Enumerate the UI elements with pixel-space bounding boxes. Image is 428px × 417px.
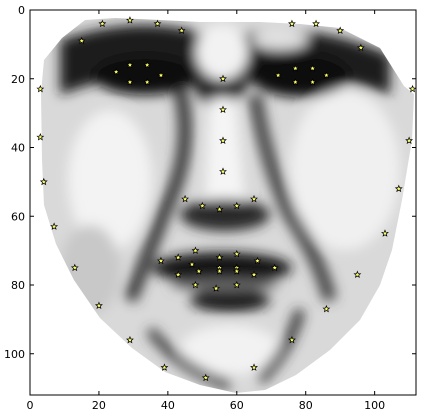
- landmark-point-47: [157, 256, 165, 265]
- landmark-point-44: [215, 205, 224, 213]
- landmark-point-29: [157, 71, 165, 79]
- landmark-point-59: [188, 260, 196, 268]
- landmark-point-38: [219, 74, 227, 83]
- landmark-point-43: [198, 201, 207, 210]
- x-tick-label: 20: [92, 399, 106, 412]
- landmark-point-7: [160, 363, 169, 371]
- landmark-point-57: [191, 280, 200, 289]
- landmark-point-37: [291, 78, 300, 86]
- landmark-point-31: [126, 78, 134, 86]
- landmark-point-62: [194, 267, 203, 275]
- landmark-point-46: [250, 194, 258, 203]
- landmark-point-16: [408, 84, 416, 93]
- landmark-point-36: [308, 78, 317, 86]
- landmark-point-3: [50, 222, 59, 230]
- landmark-point-52: [253, 256, 262, 265]
- landmark-point-0: [36, 84, 45, 93]
- landmark-point-64: [232, 267, 241, 275]
- landmark-point-58: [174, 270, 183, 279]
- landmark-point-24: [336, 26, 345, 34]
- landmark-point-8: [201, 373, 210, 382]
- landmark-point-53: [270, 263, 279, 272]
- landmark-point-12: [353, 270, 362, 279]
- y-tick-label: 0: [18, 4, 25, 17]
- landmark-point-18: [98, 19, 107, 28]
- landmark-point-1: [36, 133, 45, 141]
- landmark-point-21: [177, 26, 186, 34]
- landmark-point-55: [232, 280, 241, 289]
- x-tick-label: 60: [230, 399, 244, 412]
- landmark-point-34: [308, 64, 317, 72]
- face-image: [41, 18, 414, 393]
- x-tick-label: 80: [299, 399, 313, 412]
- landmark-point-30: [143, 78, 152, 86]
- x-tick-label: 100: [364, 399, 385, 412]
- landmark-point-45: [232, 201, 241, 210]
- landmark-point-56: [212, 284, 221, 292]
- landmark-point-48: [174, 253, 183, 261]
- landmark-point-33: [291, 64, 300, 72]
- landmark-point-27: [125, 60, 134, 69]
- landmark-point-9: [250, 363, 258, 371]
- landmark-point-23: [312, 19, 321, 28]
- landmark-point-35: [322, 71, 331, 79]
- axes-frame: [29, 9, 417, 396]
- landmark-point-25: [356, 43, 365, 52]
- y-tick-label: 40: [11, 142, 25, 155]
- x-tick-label: 40: [161, 399, 175, 412]
- landmark-point-20: [153, 19, 162, 28]
- landmark-point-2: [39, 177, 48, 186]
- landmark-points: [36, 16, 416, 382]
- landmark-point-13: [381, 229, 389, 237]
- landmark-point-5: [94, 301, 103, 309]
- x-axis: 0 20 40 60 80 100: [27, 10, 385, 412]
- landmark-point-42: [181, 194, 190, 203]
- landmark-point-22: [287, 19, 296, 28]
- landmark-point-41: [219, 167, 227, 175]
- y-tick-label: 80: [11, 279, 25, 292]
- landmark-point-14: [394, 184, 403, 193]
- landmark-point-54: [250, 270, 258, 279]
- landmark-point-6: [125, 335, 134, 344]
- y-tick-label: 60: [11, 210, 25, 223]
- landmark-point-32: [274, 71, 283, 79]
- landmark-point-15: [405, 136, 414, 144]
- y-tick-label: 100: [4, 348, 25, 361]
- landmark-point-4: [70, 263, 79, 272]
- landmark-point-17: [77, 36, 86, 45]
- landmark-point-19: [126, 16, 134, 24]
- landmark-point-26: [112, 67, 121, 76]
- landmark-point-50: [215, 253, 224, 261]
- y-axis: 0 20 40 60 80 100: [4, 4, 416, 361]
- landmark-point-40: [219, 136, 227, 144]
- landmark-point-10: [287, 335, 296, 344]
- landmark-point-11: [322, 304, 331, 313]
- y-tick-label: 20: [11, 73, 25, 86]
- x-tick-label: 0: [27, 399, 34, 412]
- landmark-point-49: [191, 246, 200, 254]
- landmark-point-28: [143, 60, 152, 69]
- landmark-point-63: [215, 267, 224, 275]
- landmark-point-51: [232, 249, 241, 258]
- landmark-point-39: [219, 105, 227, 114]
